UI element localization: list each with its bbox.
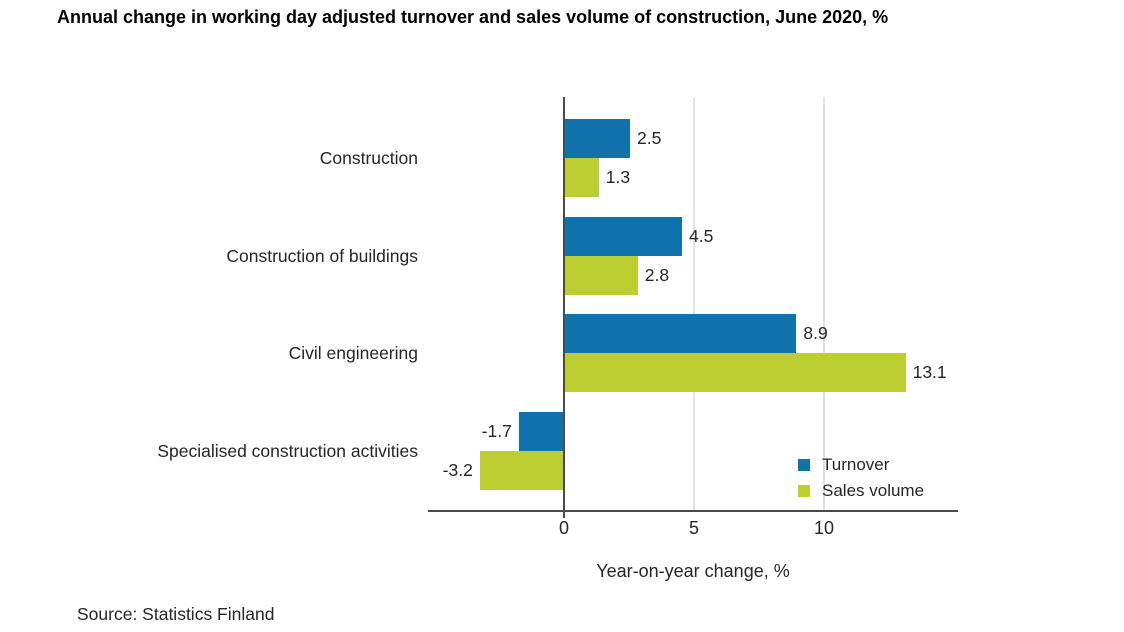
category-axis: Construction Construction of buildings Civ…	[0, 97, 418, 512]
bar-turnover-1	[565, 216, 682, 256]
bar-sales-volume-3	[479, 450, 563, 490]
bar-value-label: 4.5	[689, 225, 714, 246]
legend-label: Sales volume	[822, 481, 925, 500]
legend-item-turnover: Turnover	[798, 452, 924, 478]
legend-label: Turnover	[822, 455, 890, 474]
bar-value-label: 1.3	[605, 167, 631, 187]
plot-area: Year-on-year change, % Turnover Sales vo…	[428, 97, 958, 581]
x-axis-line	[428, 510, 958, 512]
x-tick-label: 0	[558, 518, 569, 538]
chart-title: Annual change in working day adjusted tu…	[57, 7, 889, 27]
source-text: Source: Statistics Finland	[77, 604, 275, 624]
legend-swatch-sales-volume	[798, 485, 810, 497]
zero-axis-line	[563, 97, 565, 512]
bar-value-label: -1.7	[481, 420, 512, 441]
gridline-5	[693, 97, 695, 510]
bar-sales-volume-1	[565, 255, 638, 295]
bar-value-label: 2.8	[644, 264, 670, 285]
bar-value-label: 2.5	[637, 128, 662, 148]
category-label-0: Construction	[319, 148, 418, 168]
legend-swatch-turnover	[798, 459, 810, 471]
bar-value-label: 8.9	[803, 323, 828, 343]
category-label-1: Construction of buildings	[226, 245, 418, 266]
bar-value-label: 13.1	[912, 362, 947, 382]
category-label-3: Specialised construction activities	[157, 440, 418, 461]
zero-tick-mark	[563, 512, 565, 518]
bar-turnover-3	[518, 411, 563, 451]
x-axis-label: Year-on-year change, %	[596, 561, 790, 581]
bar-sales-volume-0	[565, 158, 599, 197]
category-label-2: Civil engineering	[288, 343, 418, 363]
legend: Turnover Sales volume	[798, 452, 924, 504]
bar-sales-volume-2	[565, 353, 906, 392]
legend-item-sales-volume: Sales volume	[798, 478, 924, 504]
x-tick-label: 5	[688, 518, 699, 538]
x-tick-label: 10	[813, 518, 835, 538]
bar-turnover-0	[565, 119, 630, 158]
bar-turnover-2	[565, 314, 797, 353]
bar-value-label: -3.2	[442, 459, 473, 480]
gridline-10	[823, 97, 825, 510]
